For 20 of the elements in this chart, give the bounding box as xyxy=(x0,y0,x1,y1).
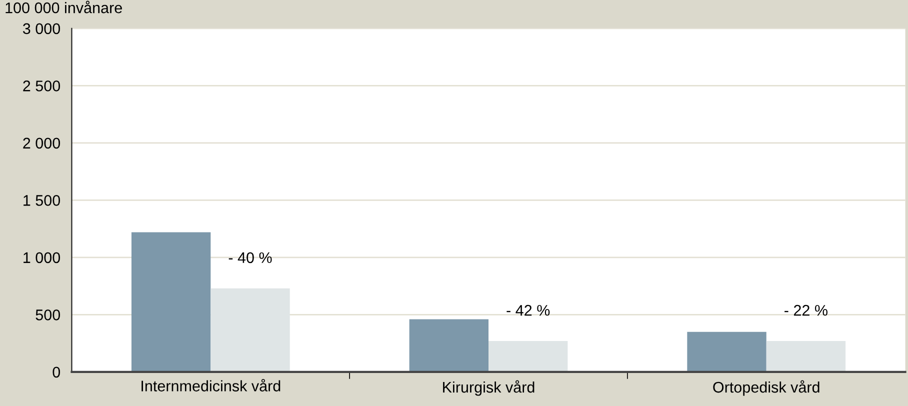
x-tick-label: Kirurgisk vård xyxy=(443,380,534,396)
y-tick-label: 0 xyxy=(52,366,60,378)
y-tick-label: 1 000 xyxy=(24,252,60,264)
x-tick-label: Internmedicinsk vård xyxy=(142,378,280,392)
annotation: - 42 % xyxy=(506,304,550,316)
y-tick-label: 2 000 xyxy=(23,138,60,149)
bar xyxy=(766,340,846,372)
y-axis-title: 100 000 invånare xyxy=(6,0,122,14)
y-tick-label: 2 500 xyxy=(23,80,60,92)
annotation: - 40 % xyxy=(228,252,272,264)
annotation: - 22 % xyxy=(784,304,828,316)
y-tick-label: 500 xyxy=(36,310,60,320)
bar xyxy=(131,232,211,372)
bar xyxy=(409,319,489,372)
bar xyxy=(687,332,766,372)
x-tick-label: Ortopedisk vård xyxy=(713,380,820,396)
y-tick-label: 1 500 xyxy=(24,195,60,206)
bar xyxy=(210,288,290,372)
bar xyxy=(488,340,568,372)
y-tick-label: 3 000 xyxy=(22,23,60,34)
